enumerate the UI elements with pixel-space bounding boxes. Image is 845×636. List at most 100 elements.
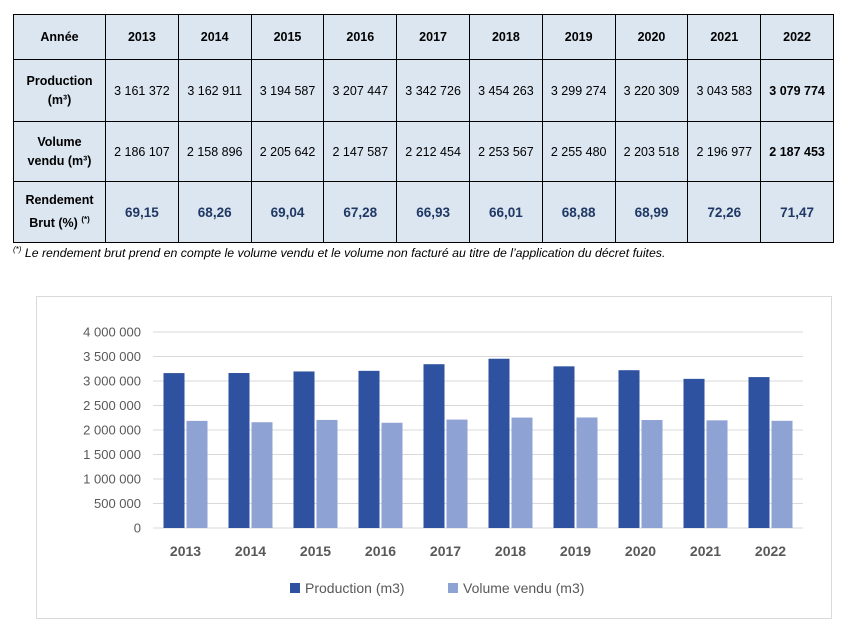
header-year: 2014 (177, 14, 252, 60)
table-header-row: Année 2013 2014 2015 2016 2017 2018 2019… (13, 14, 834, 60)
table-cell: 66,01 (468, 181, 543, 243)
footnote-marker: (*) (81, 214, 90, 224)
header-year: 2019 (541, 14, 616, 60)
row-label-line: Rendement (25, 192, 94, 207)
table-row-volume: Volume vendu (m³) 2 186 107 2 158 896 2 2… (13, 121, 834, 182)
bar-production (293, 371, 315, 528)
bar-volume-vendu (381, 422, 403, 528)
legend-swatch (290, 583, 300, 593)
y-tick-label: 3 000 000 (83, 374, 141, 389)
table-cell: 2 205 642 (250, 121, 325, 182)
footnote-marker: (*) (13, 245, 22, 254)
y-tick-label: 500 000 (94, 496, 141, 511)
table-cell: 3 220 309 (614, 59, 689, 122)
table-cell: 3 342 726 (396, 59, 470, 122)
table-cell: 2 255 480 (541, 121, 616, 182)
bar-production (423, 364, 445, 528)
table-cell: 66,93 (396, 181, 470, 243)
table-cell: 67,28 (323, 181, 398, 243)
bar-production (683, 378, 705, 528)
table-cell: 69,04 (250, 181, 325, 243)
row-label-line: vendu (m³) (27, 153, 92, 168)
header-year: 2015 (250, 14, 325, 60)
table-cell: 3 207 447 (323, 59, 398, 122)
y-tick-label: 1 000 000 (83, 472, 141, 487)
bar-production (358, 370, 380, 528)
table-cell: 2 186 107 (105, 121, 179, 182)
row-label-line: (m³) (47, 92, 72, 107)
x-tick-label: 2021 (690, 543, 721, 559)
bar-volume-vendu (316, 419, 338, 528)
table-cell: 71,47 (760, 181, 834, 243)
row-label-line: Brut (%) (29, 216, 78, 231)
table-row-production: Production (m³) 3 161 372 3 162 911 3 194… (13, 59, 834, 122)
bar-production (163, 373, 185, 528)
header-year: 2013 (105, 14, 179, 60)
row-label-line: Volume (37, 134, 82, 149)
y-tick-label: 4 000 000 (83, 325, 141, 340)
y-tick-label: 0 (134, 521, 141, 536)
table-cell: 3 079 774 (760, 59, 834, 122)
table-row-yield: Rendement Brut (%) (*) 69,15 68,26 69,04 … (13, 181, 834, 243)
x-tick-label: 2020 (625, 543, 656, 559)
x-tick-label: 2016 (365, 543, 396, 559)
table-cell: 68,99 (614, 181, 689, 243)
bar-volume-vendu (186, 420, 208, 528)
chart-area: 0 500 000 1 000 000 1 500 000 2 000 000 2 500… (36, 296, 832, 619)
row-label-volume: Volume vendu (m³) (13, 121, 106, 182)
legend-swatch (448, 583, 458, 593)
table-cell: 2 196 977 (687, 121, 762, 182)
row-label-yield: Rendement Brut (%) (*) (13, 181, 106, 243)
bar-volume-vendu (771, 420, 793, 528)
table-cell: 68,26 (177, 181, 252, 243)
bar-volume-vendu (251, 422, 273, 528)
table-cell: 3 454 263 (468, 59, 543, 122)
header-year: 2021 (687, 14, 762, 60)
y-tick-label: 1 500 000 (83, 447, 141, 462)
bar-production (228, 373, 250, 528)
header-year: 2016 (323, 14, 398, 60)
table-cell: 3 194 587 (250, 59, 325, 122)
table-cell: 72,26 (687, 181, 762, 243)
table-cell: 2 147 587 (323, 121, 398, 182)
bar-volume-vendu (706, 420, 728, 528)
bar-chart: 0 500 000 1 000 000 1 500 000 2 000 000 2 500… (83, 325, 803, 596)
table-cell: 3 162 911 (177, 59, 252, 122)
footnote-text: Le rendement brut prend en compte le vol… (21, 246, 666, 261)
table-cell: 2 253 567 (468, 121, 543, 182)
data-table: Année 2013 2014 2015 2016 2017 2018 2019… (13, 14, 834, 243)
bar-production (553, 366, 575, 528)
legend-label: Production (m3) (305, 580, 405, 596)
table-cell: 68,88 (541, 181, 616, 243)
header-year: 2020 (614, 14, 689, 60)
footnote: (*) Le rendement brut prend en compte le… (13, 245, 843, 260)
x-tick-label: 2015 (300, 543, 331, 559)
header-year: 2018 (468, 14, 543, 60)
table-cell: 3 161 372 (105, 59, 179, 122)
table-cell: 2 187 453 (760, 121, 834, 182)
row-label-line: Production (26, 73, 93, 88)
x-tick-label: 2014 (235, 543, 266, 559)
bar-volume-vendu (446, 419, 468, 528)
y-tick-label: 2 500 000 (83, 398, 141, 413)
bar-production (488, 358, 510, 528)
row-label-production: Production (m³) (13, 59, 106, 122)
table-cell: 2 212 454 (396, 121, 470, 182)
header-year: 2017 (396, 14, 470, 60)
table-cell: 3 043 583 (687, 59, 762, 122)
bar-volume-vendu (576, 417, 598, 528)
header-year-label: Année (13, 14, 106, 60)
header-year: 2022 (760, 14, 834, 60)
bar-production (748, 377, 770, 528)
bar-volume-vendu (641, 420, 663, 528)
x-tick-label: 2019 (560, 543, 591, 559)
table-cell: 2 158 896 (177, 121, 252, 182)
x-tick-label: 2022 (755, 543, 786, 559)
bar-volume-vendu (511, 417, 533, 528)
table-cell: 69,15 (105, 181, 179, 243)
y-tick-label: 2 000 000 (83, 423, 141, 438)
legend-label: Volume vendu (m3) (463, 580, 584, 596)
y-tick-label: 3 500 000 (83, 349, 141, 364)
x-tick-label: 2017 (430, 543, 461, 559)
x-tick-label: 2018 (495, 543, 526, 559)
